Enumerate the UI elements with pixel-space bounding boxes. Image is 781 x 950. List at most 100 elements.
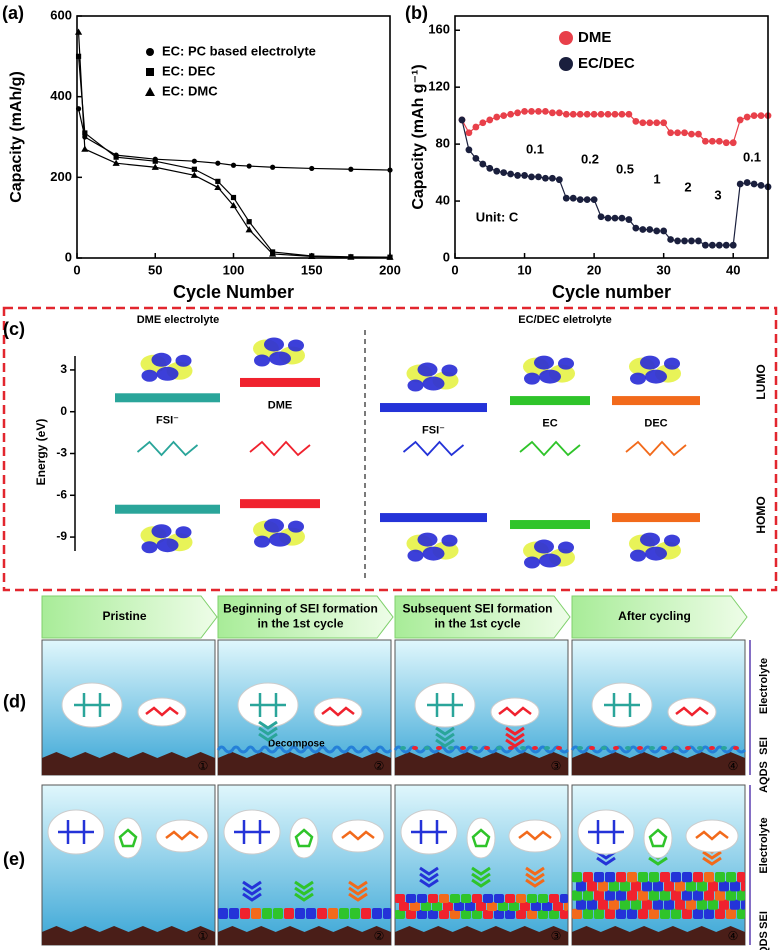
series-line [77, 56, 391, 258]
sei-grain [730, 881, 740, 892]
sei-grain [461, 894, 471, 903]
orbital [441, 534, 458, 547]
y-tick-label: 400 [50, 88, 72, 103]
electrode [572, 752, 745, 775]
molecule-bubble [331, 819, 385, 853]
marker [702, 137, 709, 145]
orbital [288, 520, 304, 533]
sei-grain [560, 910, 568, 919]
sei-grain [693, 872, 703, 883]
sei-grain [549, 894, 559, 903]
marker [750, 112, 758, 120]
orbital [539, 553, 561, 568]
sei-grain [594, 908, 604, 919]
x-tick-label: 150 [301, 262, 323, 277]
sei-grain [660, 890, 670, 901]
molecule-bubble [313, 697, 363, 727]
x-tick-label: 30 [656, 262, 670, 277]
orbital [151, 352, 172, 367]
level-label: LUMO [754, 364, 768, 399]
marker [479, 119, 487, 127]
marker [715, 241, 723, 249]
sei-grain [709, 746, 715, 750]
sei-grain [733, 746, 739, 750]
sei-grain [693, 908, 703, 919]
sei-grain [605, 908, 615, 919]
sei-grain [527, 910, 537, 919]
molecule [471, 828, 491, 848]
molecule [58, 820, 94, 844]
sei-grain [721, 746, 727, 750]
orbital [141, 369, 158, 382]
marker [486, 164, 494, 172]
arrow [702, 856, 722, 866]
sei-grain [436, 746, 442, 750]
sei-grain [609, 881, 619, 892]
marker [688, 130, 695, 138]
sei-grain [675, 881, 685, 892]
step-number: ① [198, 929, 209, 943]
marker [757, 112, 765, 120]
sei-grain [328, 908, 338, 919]
sei-grain [417, 894, 427, 903]
stage-banner [394, 595, 571, 639]
sei-grain [616, 890, 626, 901]
sei-grain [483, 894, 493, 903]
energy-level [510, 520, 590, 530]
molecule [249, 440, 311, 457]
electrode [572, 926, 745, 945]
orbital [558, 357, 574, 370]
sei-grain [649, 746, 655, 750]
orbital [254, 535, 270, 548]
marker [555, 109, 563, 117]
orbital [269, 351, 291, 366]
orbital [630, 372, 646, 385]
arrow [258, 726, 278, 736]
arrow [294, 892, 314, 902]
sei-grain [406, 894, 416, 903]
marker [146, 48, 154, 56]
marker [559, 31, 573, 45]
marker [151, 163, 159, 170]
stage-title: in the 1st cycle [434, 617, 520, 631]
sei-grain [576, 881, 586, 892]
marker [229, 201, 238, 209]
marker [269, 250, 277, 257]
sei-grain [487, 902, 497, 911]
panel-label: (c) [3, 319, 25, 339]
sei-grain [737, 890, 745, 901]
sei-grain [605, 890, 615, 901]
sei-grain [616, 872, 626, 883]
arrow [348, 880, 368, 890]
sei-grain [583, 908, 593, 919]
sei-layer [393, 745, 570, 754]
marker [191, 166, 197, 172]
arrow [294, 886, 314, 896]
marker [597, 213, 605, 221]
molecule [604, 693, 640, 717]
stage-title: Pristine [102, 609, 146, 623]
electrode [218, 926, 391, 945]
electrode [395, 926, 568, 945]
marker [604, 214, 612, 222]
sei-grain [715, 890, 725, 901]
marker [653, 119, 661, 127]
sei-grain [361, 908, 371, 919]
side-label: AQDS [758, 931, 770, 950]
marker [559, 57, 573, 71]
sei-grain [719, 899, 729, 910]
molecule-bubble [113, 817, 143, 859]
x-tick-label: 40 [726, 262, 740, 277]
sei-grain [505, 894, 515, 903]
panel-label: (d) [3, 691, 26, 711]
x-axis-label: Cycle Number [173, 282, 294, 302]
sei-grain [472, 746, 478, 750]
annotation: 0.5 [616, 161, 634, 176]
marker [555, 176, 563, 184]
y-tick-label: 0 [443, 249, 450, 264]
orbital [417, 362, 438, 377]
energy-level [240, 377, 320, 387]
sei-grain [704, 872, 714, 883]
electrode [395, 752, 568, 775]
marker [653, 227, 661, 235]
